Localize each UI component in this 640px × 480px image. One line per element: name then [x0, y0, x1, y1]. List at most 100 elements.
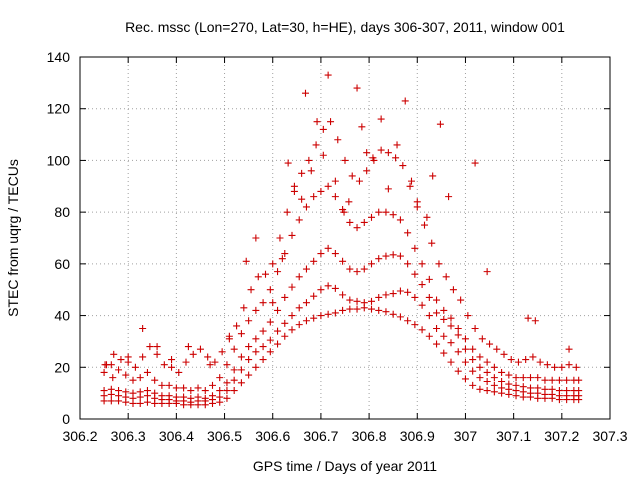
- data-point: [375, 306, 383, 314]
- data-point: [404, 260, 412, 268]
- data-point: [413, 198, 421, 206]
- data-point: [469, 367, 477, 375]
- data-point: [418, 301, 426, 309]
- data-point: [389, 251, 397, 259]
- data-point: [298, 195, 306, 203]
- data-point: [266, 318, 274, 326]
- data-point: [360, 299, 368, 307]
- x-tick-label: 306.4: [159, 428, 194, 444]
- data-point: [101, 361, 109, 369]
- data-point: [187, 394, 195, 402]
- data-point: [476, 374, 484, 382]
- data-point: [218, 348, 226, 356]
- data-point: [440, 315, 448, 323]
- data-point: [428, 239, 436, 247]
- data-point: [425, 332, 433, 340]
- data-point: [175, 368, 183, 376]
- data-point: [151, 376, 159, 384]
- data-point: [302, 265, 310, 273]
- data-point: [168, 363, 176, 371]
- x-tick-label: 307.2: [544, 428, 579, 444]
- data-point: [490, 381, 498, 389]
- data-point: [131, 363, 139, 371]
- x-axis-label: GPS time / Days of year 2011: [253, 458, 437, 474]
- data-point: [307, 167, 315, 175]
- data-point: [575, 376, 583, 384]
- data-point: [269, 299, 277, 307]
- data-point: [187, 387, 195, 395]
- data-point: [524, 314, 532, 322]
- data-point: [563, 376, 571, 384]
- data-point: [310, 193, 318, 201]
- data-point: [153, 350, 161, 358]
- data-point: [201, 387, 209, 395]
- data-point: [302, 299, 310, 307]
- data-point: [182, 358, 190, 366]
- data-point: [266, 336, 274, 344]
- data-point: [558, 363, 566, 371]
- data-point: [461, 335, 469, 343]
- data-point: [115, 387, 123, 395]
- data-point: [117, 356, 125, 364]
- data-point: [429, 172, 437, 180]
- data-point: [476, 353, 484, 361]
- data-point: [519, 383, 527, 391]
- data-point: [146, 343, 154, 351]
- data-point: [230, 345, 238, 353]
- data-point: [266, 286, 274, 294]
- data-point: [382, 252, 390, 260]
- data-point: [541, 376, 549, 384]
- data-point: [100, 368, 108, 376]
- data-point: [534, 374, 542, 382]
- data-point: [498, 378, 506, 386]
- data-point: [281, 319, 289, 327]
- data-point: [565, 345, 573, 353]
- data-point: [204, 353, 212, 361]
- data-point: [331, 309, 339, 317]
- data-point: [139, 353, 147, 361]
- data-point: [331, 193, 339, 201]
- data-point: [418, 326, 426, 334]
- data-point: [368, 305, 375, 313]
- data-point: [281, 332, 289, 340]
- series-6: [101, 71, 573, 382]
- data-point: [295, 321, 303, 329]
- data-point: [153, 343, 161, 351]
- data-point: [206, 361, 214, 369]
- data-point: [310, 314, 318, 322]
- data-point: [327, 118, 335, 126]
- data-point: [447, 339, 455, 347]
- data-point: [278, 255, 286, 263]
- data-point: [464, 312, 472, 320]
- data-point: [423, 213, 431, 221]
- data-point: [346, 305, 354, 313]
- data-point: [404, 288, 412, 296]
- data-point: [319, 125, 327, 133]
- data-point: [447, 358, 455, 366]
- data-point: [418, 260, 426, 268]
- data-point: [449, 286, 457, 294]
- data-point: [368, 213, 375, 221]
- data-point: [295, 216, 303, 224]
- data-point: [346, 296, 354, 304]
- data-point: [237, 366, 245, 374]
- y-tick-label: 120: [47, 101, 71, 117]
- data-point: [124, 353, 132, 361]
- y-tick-label: 140: [47, 49, 71, 65]
- data-point: [483, 387, 491, 395]
- data-point: [442, 273, 450, 281]
- data-point: [225, 332, 233, 340]
- data-point: [478, 335, 486, 343]
- y-tick-label: 80: [54, 204, 70, 220]
- data-point: [196, 345, 204, 353]
- data-point: [240, 304, 248, 312]
- data-point: [425, 293, 433, 301]
- data-points: [100, 71, 583, 409]
- data-point: [301, 89, 309, 97]
- data-point: [242, 257, 250, 265]
- data-point: [230, 387, 238, 395]
- plot-frame: [79, 56, 611, 420]
- y-tick-label: 20: [54, 359, 70, 375]
- x-tick-label: 307.3: [592, 428, 627, 444]
